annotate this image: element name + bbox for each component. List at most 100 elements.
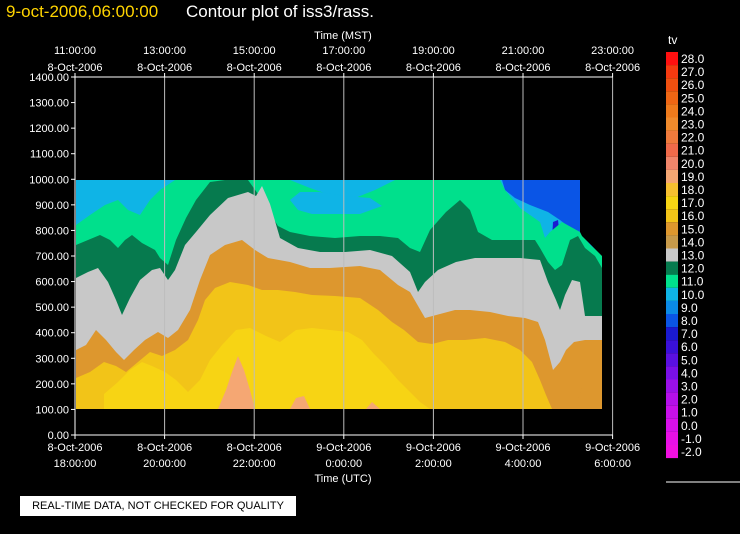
- legend-value: 24.0: [681, 104, 705, 118]
- bottom-tick-time: 22:00:00: [233, 458, 276, 470]
- legend-value: 5.0: [681, 353, 698, 367]
- legend-swatch: [666, 405, 678, 419]
- y-tick-label: 500.00: [35, 302, 69, 314]
- legend-swatch: [666, 130, 678, 144]
- band-lightorange-19c: [366, 402, 380, 409]
- top-tick-date: 8-Oct-2006: [495, 62, 550, 74]
- legend-value: 13.0: [681, 249, 705, 263]
- legend-value: 3.0: [681, 380, 698, 394]
- legend-swatch: [666, 156, 678, 170]
- legend-swatch: [666, 314, 678, 328]
- quality-notice: REAL-TIME DATA, NOT CHECKED FOR QUALITY: [20, 496, 296, 516]
- bottom-tick-date: 8-Oct-2006: [137, 442, 192, 454]
- bottom-tick-time: 2:00:00: [415, 458, 452, 470]
- band-orange-right: [572, 388, 588, 409]
- y-tick-label: 1000.00: [29, 174, 69, 186]
- top-axis-label: Time (MST): [314, 30, 372, 42]
- legend-value: 18.0: [681, 183, 705, 197]
- legend-swatch: [666, 222, 678, 236]
- legend-value: -1.0: [681, 432, 702, 446]
- y-axis: 1400.00 1300.00 1200.00 1100.00 1000.00 900.0…: [29, 72, 75, 442]
- top-tick-date: 8-Oct-2006: [137, 62, 192, 74]
- top-time-axis: 11:00:00 8-Oct-2006 13:00:00 8-Oct-2006 15:0…: [47, 45, 640, 77]
- y-tick-label: 600.00: [35, 277, 69, 289]
- y-tick-label: 400.00: [35, 328, 69, 340]
- bottom-tick-date: 8-Oct-2006: [47, 442, 102, 454]
- legend-value: 2.0: [681, 393, 698, 407]
- legend-value: 21.0: [681, 144, 705, 158]
- legend-swatch: [666, 392, 678, 406]
- top-tick-time: 17:00:00: [322, 45, 365, 57]
- bottom-tick-date: 9-Oct-2006: [495, 442, 550, 454]
- legend-swatch: [666, 143, 678, 157]
- band-black-notch: [580, 180, 602, 256]
- legend-value: 1.0: [681, 406, 698, 420]
- legend-value: 0.0: [681, 419, 698, 433]
- y-tick-label: 700.00: [35, 251, 69, 263]
- bottom-tick-time: 0:00:00: [325, 458, 362, 470]
- legend-swatch: [666, 65, 678, 79]
- bottom-tick-date: 9-Oct-2006: [406, 442, 461, 454]
- legend-swatch: [666, 235, 678, 249]
- y-tick-label: 900.00: [35, 200, 69, 212]
- legend-value: 19.0: [681, 170, 705, 184]
- bottom-axis-label: Time (UTC): [314, 473, 371, 485]
- legend-swatch: [666, 117, 678, 131]
- legend-swatch: [666, 445, 678, 459]
- legend-value: 15.0: [681, 222, 705, 236]
- y-tick-label: 1100.00: [30, 149, 69, 161]
- legend-swatch: [666, 431, 678, 445]
- top-tick-time: 11:00:00: [54, 45, 96, 57]
- top-tick-date: 8-Oct-2006: [585, 62, 640, 74]
- top-tick-date: 8-Oct-2006: [47, 62, 102, 74]
- legend-swatch: [666, 248, 678, 262]
- legend-value: 28.0: [681, 52, 705, 66]
- y-tick-label: 800.00: [35, 225, 69, 237]
- legend-swatch: [666, 327, 678, 341]
- legend-swatch: [666, 353, 678, 367]
- title-datetime: 9-oct-2006,06:00:00: [6, 2, 159, 21]
- y-tick-label: 200.00: [35, 379, 69, 391]
- legend-swatch: [666, 104, 678, 118]
- bottom-tick-date: 9-Oct-2006: [316, 442, 371, 454]
- legend-value: 14.0: [681, 235, 705, 249]
- legend-swatch: [666, 274, 678, 288]
- legend-value: 22.0: [681, 131, 705, 145]
- legend-swatch: [666, 183, 678, 197]
- legend-swatch: [666, 261, 678, 275]
- legend-value: 6.0: [681, 340, 698, 354]
- legend-value: 7.0: [681, 327, 698, 341]
- legend-swatch: [666, 169, 678, 183]
- legend-value: 8.0: [681, 314, 698, 328]
- top-tick-time: 19:00:00: [412, 45, 455, 57]
- legend-value: 27.0: [681, 65, 705, 79]
- bottom-tick-date: 8-Oct-2006: [227, 442, 282, 454]
- y-tick-label: 1400.00: [29, 72, 69, 84]
- legend-value: 12.0: [681, 262, 705, 276]
- legend-value: 20.0: [681, 157, 705, 171]
- top-tick-time: 23:00:00: [591, 45, 634, 57]
- legend-swatch: [666, 209, 678, 223]
- bottom-tick-time: 6:00:00: [594, 458, 631, 470]
- bottom-time-axis: 8-Oct-2006 18:00:00 8-Oct-2006 20:00:00 8-Oc…: [47, 435, 640, 470]
- legend-swatch: [666, 366, 678, 380]
- chart-title: Contour plot of iss3/rass.: [186, 2, 375, 21]
- legend-swatch: [666, 300, 678, 314]
- top-tick-date: 8-Oct-2006: [316, 62, 371, 74]
- legend-swatch: [666, 78, 678, 92]
- legend-swatch: [666, 379, 678, 393]
- y-tick-label: 1200.00: [29, 123, 69, 135]
- top-tick-time: 21:00:00: [502, 45, 545, 57]
- bottom-tick-time: 18:00:00: [54, 458, 97, 470]
- legend-value: 25.0: [681, 91, 705, 105]
- legend-value: 16.0: [681, 209, 705, 223]
- legend: 28.027.026.025.024.023.022.021.020.019.0…: [666, 52, 740, 483]
- band-lightorange-19: [218, 356, 255, 409]
- band-blue-8: [502, 180, 580, 232]
- legend-value: 11.0: [681, 275, 704, 289]
- legend-value: 23.0: [681, 118, 705, 132]
- legend-swatch: [666, 196, 678, 210]
- legend-swatch: [666, 287, 678, 301]
- legend-swatch: [666, 340, 678, 354]
